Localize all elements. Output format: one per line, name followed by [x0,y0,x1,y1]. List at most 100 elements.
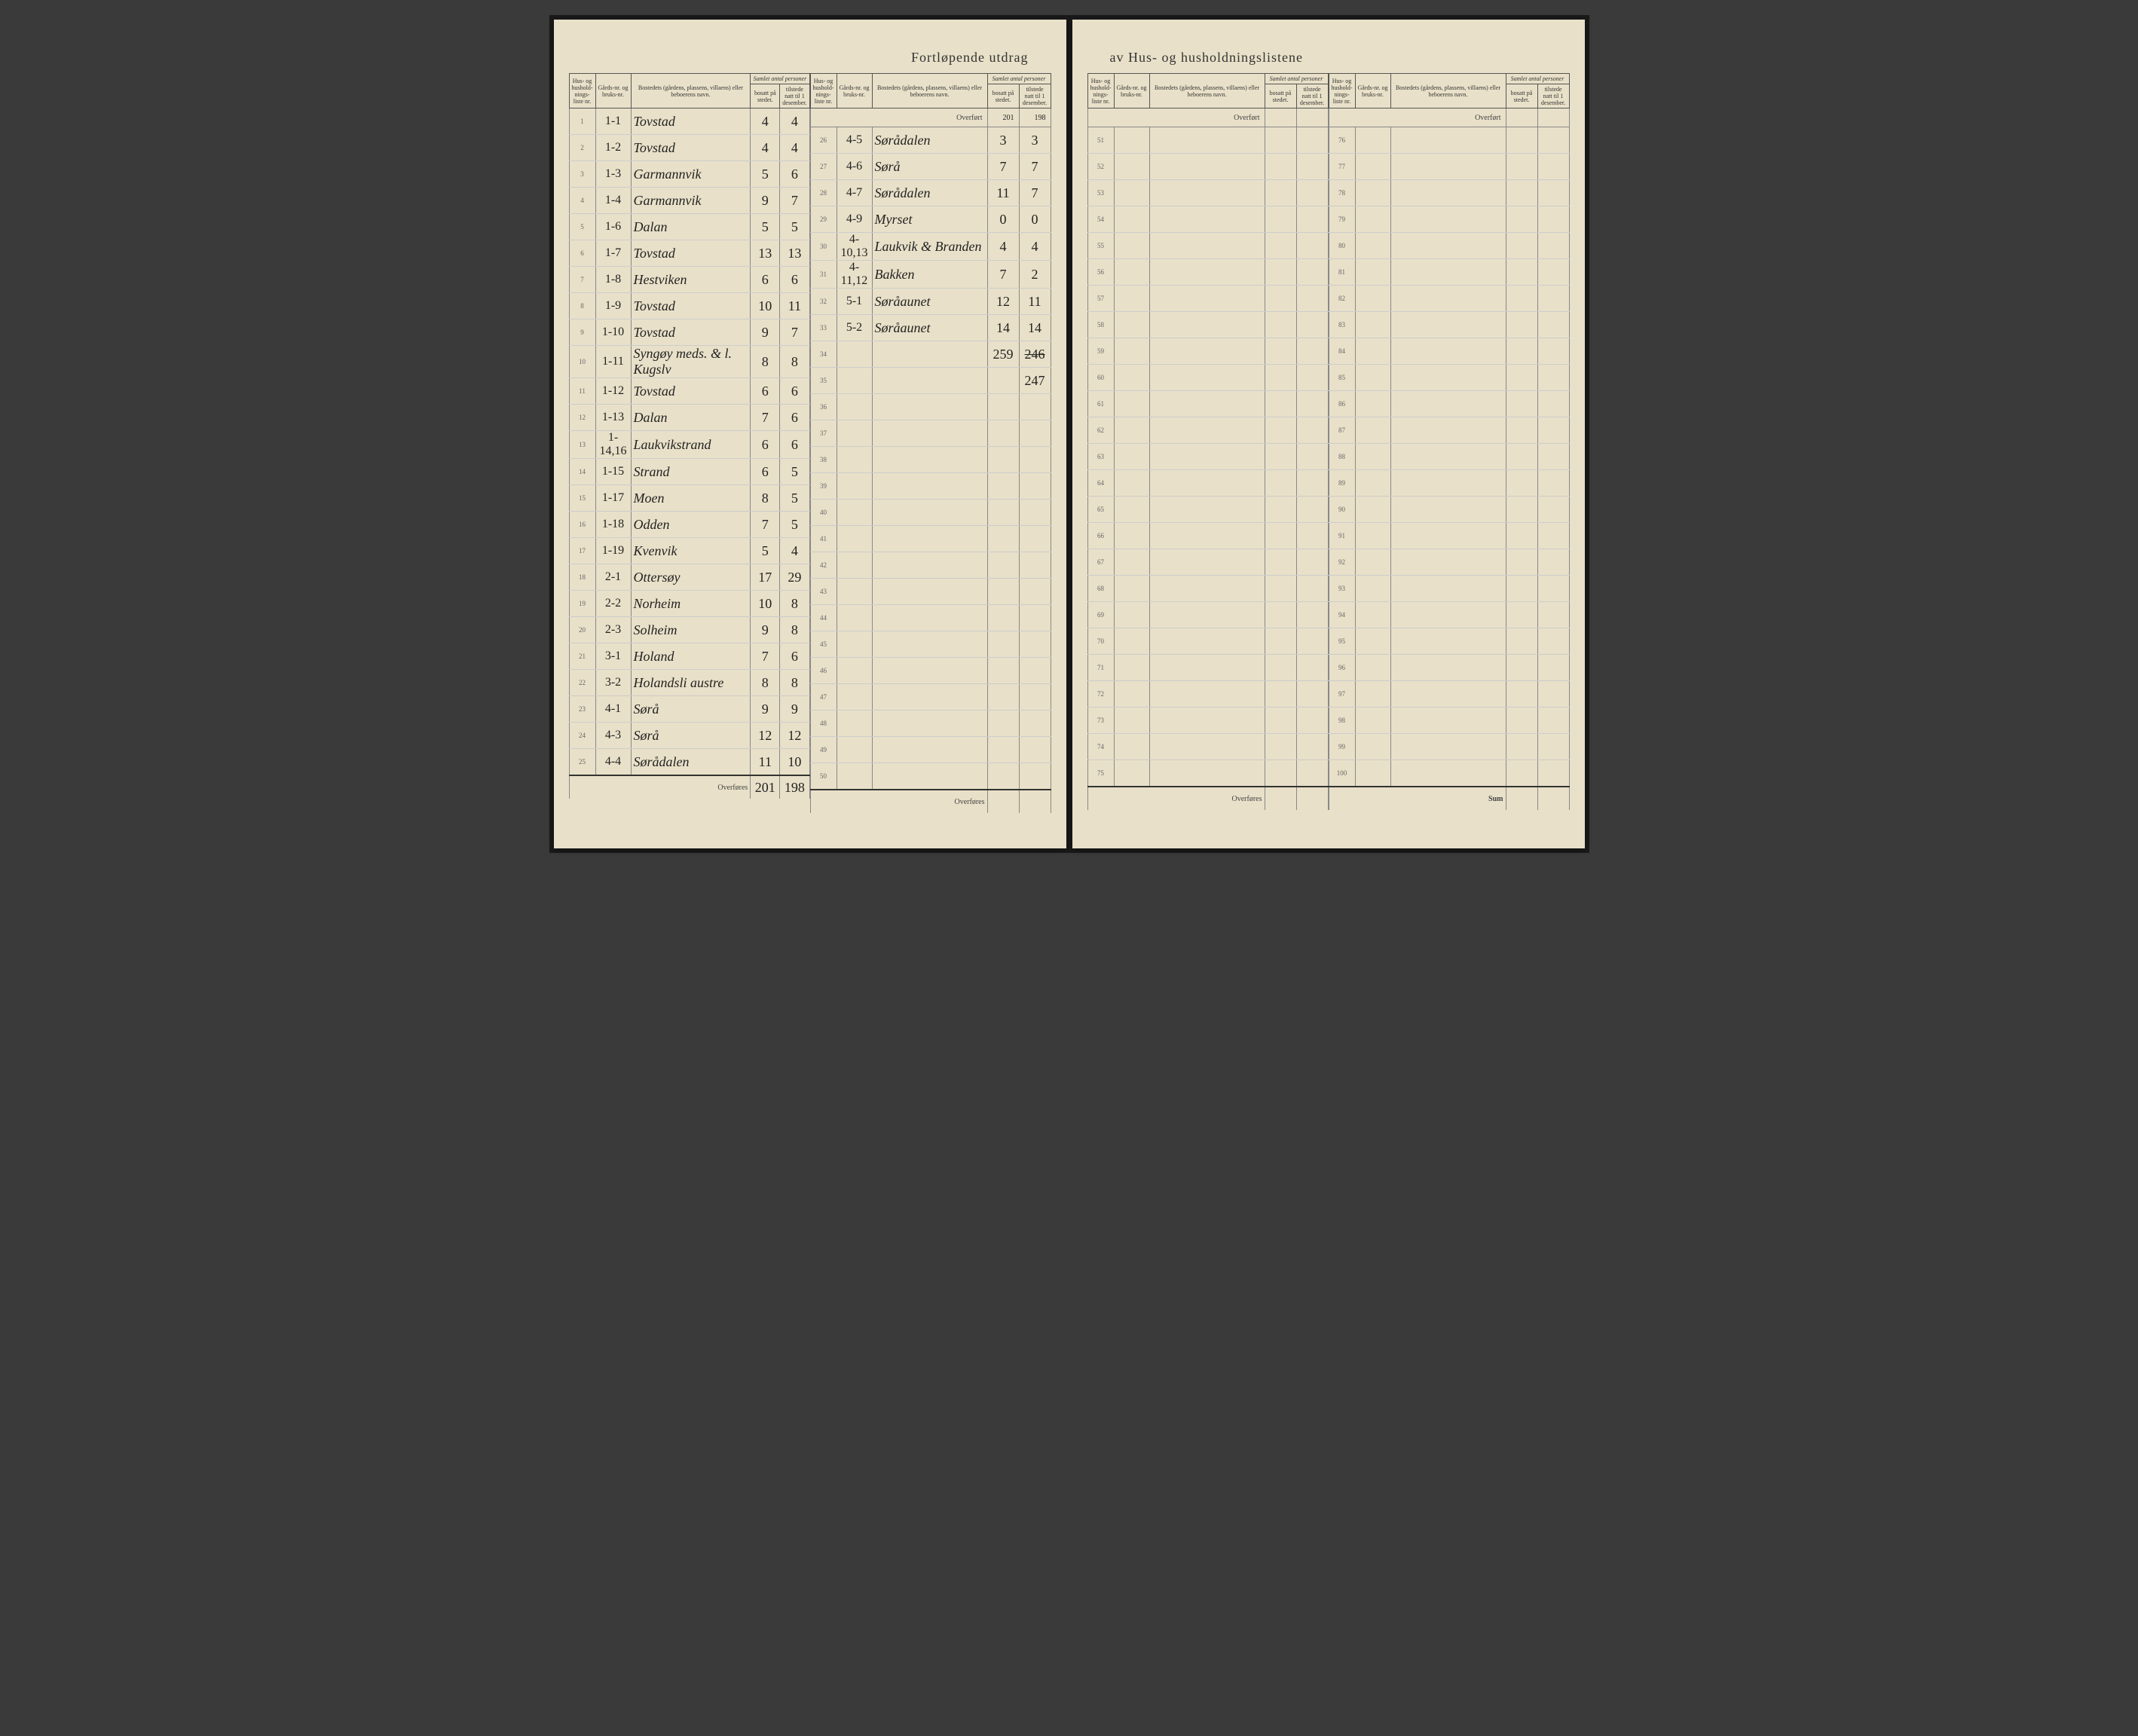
bosatt-count [1506,312,1537,338]
gard-nr [837,605,872,631]
bosted-name [1149,391,1265,417]
tilstede-count [1296,365,1328,391]
table-row: 90 [1329,497,1569,523]
row-number: 59 [1087,338,1114,365]
bosatt-count [987,500,1019,526]
bosted-name: Laukvik & Branden [872,233,987,261]
row-number: 74 [1087,734,1114,760]
row-number: 70 [1087,628,1114,655]
tilstede-count [1537,523,1569,549]
table-row: 62 [1087,417,1328,444]
gard-nr: 1-18 [595,512,631,538]
row-number: 14 [569,459,595,485]
tilstede-count: 6 [780,378,809,405]
gard-nr [1355,391,1390,417]
bosatt-count [1506,259,1537,286]
document-spread: Fortløpende utdrag Hus- og hushold-nings… [549,15,1589,853]
bosatt-count [1265,655,1296,681]
overfort-bosatt: 201 [987,108,1019,127]
row-number: 83 [1329,312,1355,338]
bosted-name: Tovstad [631,135,751,161]
bosted-name [872,658,987,684]
bosatt-count: 7 [751,643,780,670]
gard-nr: 1-3 [595,161,631,188]
bosted-name [872,579,987,605]
bosatt-count [1506,497,1537,523]
row-number: 88 [1329,444,1355,470]
bosted-name [1390,470,1506,497]
row-number: 66 [1087,523,1114,549]
row-number: 39 [810,473,837,500]
gard-nr: 1-4 [595,188,631,214]
overfort-label: Overført [1087,108,1265,127]
th-samlet: Samlet antal personer [751,74,809,84]
table-row: 93 [1329,576,1569,602]
table-row: 31-3Garmannvik56 [569,161,809,188]
gard-nr [837,473,872,500]
row-number: 51 [1087,127,1114,154]
bosted-name [1149,338,1265,365]
bosatt-count [987,394,1019,420]
tilstede-count [1296,549,1328,576]
tilstede-count [1537,417,1569,444]
th-gard: Gårds-nr. og bruks-nr. [595,74,631,108]
th-bosted: Bostedets (gårdens, plassens, villaens) … [872,74,987,108]
tilstede-count [1537,760,1569,787]
right-page: av Hus- og husholdningslistene Hus- og h… [1072,20,1585,848]
bosatt-count: 10 [751,293,780,319]
bosted-name: Dalan [631,214,751,240]
tilstede-count [1019,447,1051,473]
row-number: 96 [1329,655,1355,681]
bosatt-count [1506,417,1537,444]
bosatt-count [1506,655,1537,681]
tilstede-count [1019,737,1051,763]
gard-nr [1114,286,1149,312]
tilstede-count: 246 [1019,341,1051,368]
bosatt-count [1265,259,1296,286]
gard-nr [837,658,872,684]
th-bosatt: bosatt på stedet. [1265,84,1296,108]
bosatt-count [1265,576,1296,602]
tilstede-count [1537,154,1569,180]
gard-nr [1355,417,1390,444]
gard-nr: 4-6 [837,154,872,180]
gard-nr [1355,365,1390,391]
table-row: 21-2Tovstad44 [569,135,809,161]
row-number: 86 [1329,391,1355,417]
footer-tilstede: 198 [780,775,809,799]
bosted-name [1390,734,1506,760]
gard-nr: 1-19 [595,538,631,564]
bosted-name: Søråaunet [872,315,987,341]
row-number: 54 [1087,206,1114,233]
gard-nr [1355,259,1390,286]
table-row: 101-11Syngøy meds. & l. Kugslv88 [569,346,809,378]
table-row: 284-7Sørådalen117 [810,180,1051,206]
row-number: 97 [1329,681,1355,708]
tilstede-count [1019,420,1051,447]
bosted-name [1390,365,1506,391]
table-row: 192-2Norheim108 [569,591,809,617]
bosatt-count [987,737,1019,763]
tilstede-count: 9 [780,696,809,723]
bosatt-count [1506,206,1537,233]
tilstede-count: 5 [780,512,809,538]
bosatt-count [1506,549,1537,576]
table-row: 44 [810,605,1051,631]
row-number: 15 [569,485,595,512]
gard-nr: 1-9 [595,293,631,319]
bosted-name [1390,523,1506,549]
gard-nr [1355,127,1390,154]
bosted-name [1149,417,1265,444]
gard-nr: 1-2 [595,135,631,161]
table-row: 73 [1087,708,1328,734]
tilstede-count [1537,628,1569,655]
table-row: 234-1Sørå99 [569,696,809,723]
table-row: 75 [1087,760,1328,787]
table-row: 55 [1087,233,1328,259]
gard-nr [1355,734,1390,760]
tilstede-count [1296,233,1328,259]
gard-nr [1355,576,1390,602]
tilstede-count [1019,579,1051,605]
tilstede-count: 14 [1019,315,1051,341]
bosted-name [1149,206,1265,233]
